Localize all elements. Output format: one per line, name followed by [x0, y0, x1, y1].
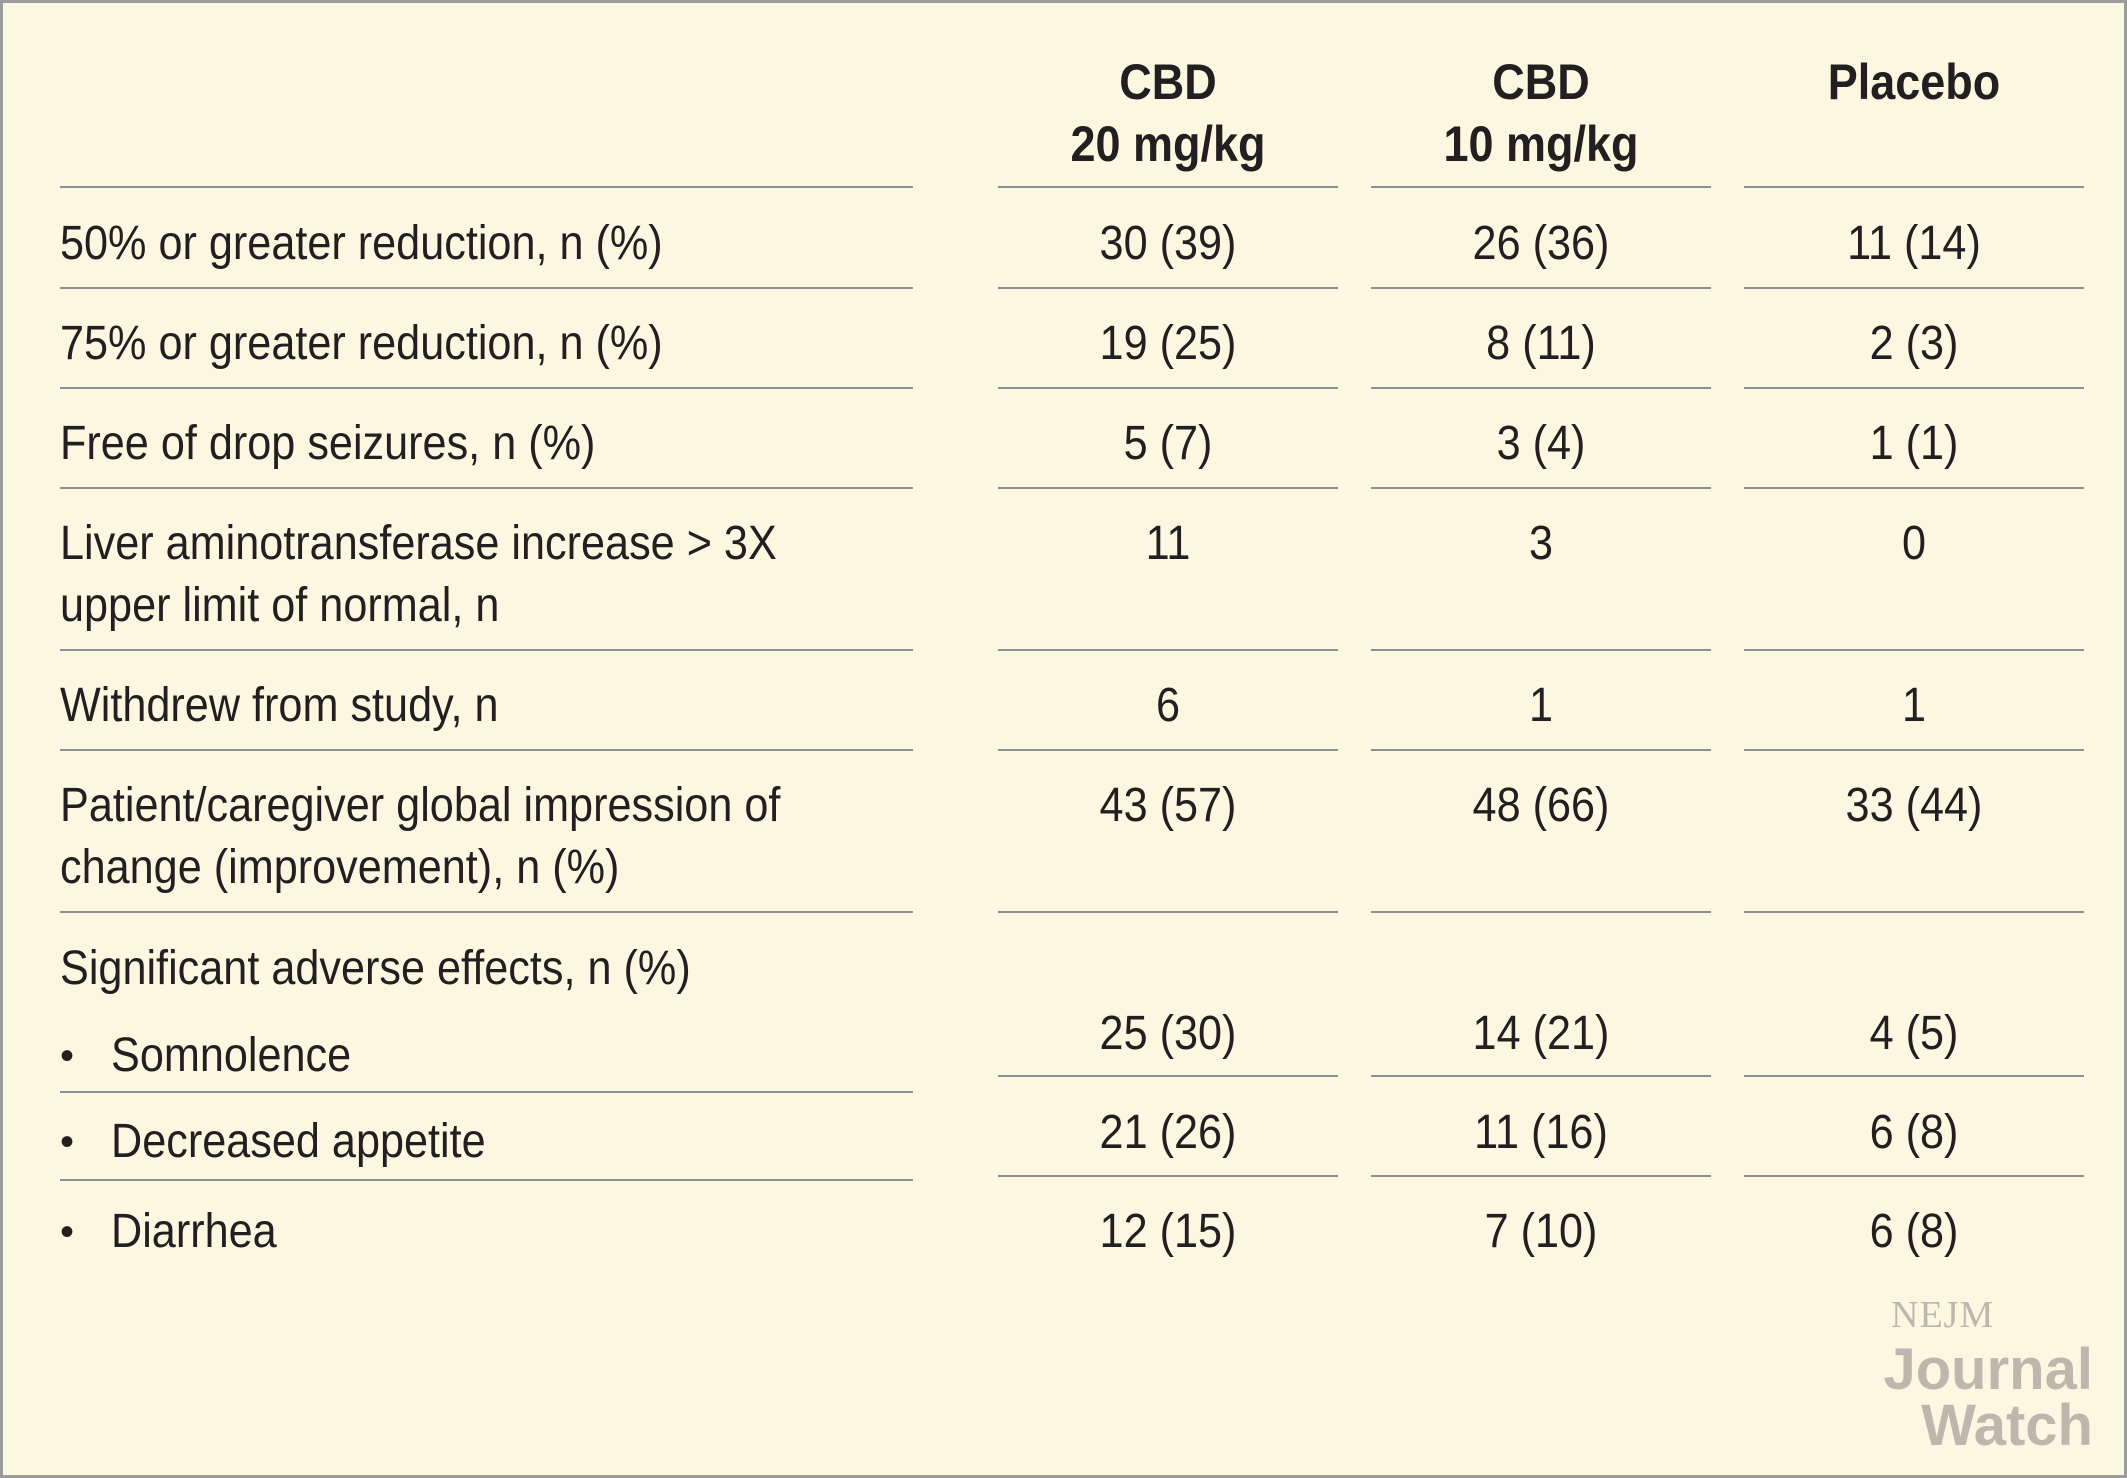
row-label-liver-aminotransferase-line2: upper limit of normal, n — [60, 579, 500, 632]
divider — [60, 287, 913, 289]
table-cell: 30 (39) — [1099, 217, 1237, 270]
divider — [60, 387, 913, 389]
table-cell: 1 (1) — [1869, 417, 1959, 470]
table-cell: 4 (5) — [1869, 1007, 1959, 1060]
bullet-icon: • — [60, 1210, 75, 1254]
table-cell: 5 (7) — [1123, 417, 1213, 470]
divider — [60, 1091, 913, 1093]
table-cell: 2 (3) — [1869, 317, 1959, 370]
divider — [1371, 1175, 1711, 1177]
table-cell: 11 (14) — [1847, 217, 1981, 270]
row-label-somnolence: Somnolence — [111, 1029, 352, 1082]
logo-journal-text: Journal — [1883, 1337, 2094, 1402]
table-cell: 6 (8) — [1869, 1106, 1959, 1159]
divider — [1371, 1075, 1711, 1077]
divider — [1744, 911, 2084, 913]
divider — [1371, 487, 1711, 489]
divider — [1744, 287, 2084, 289]
table-cell: 3 — [1528, 517, 1554, 570]
col-header-cbd-20-line1: CBD — [1119, 54, 1217, 110]
table-cell: 6 (8) — [1869, 1205, 1959, 1258]
row-label-decreased-appetite: Decreased appetite — [111, 1115, 486, 1168]
divider — [1371, 749, 1711, 751]
divider — [1744, 387, 2084, 389]
divider — [60, 186, 913, 188]
table-cell: 43 (57) — [1099, 779, 1237, 832]
table-cell: 1 — [1528, 679, 1554, 732]
col-header-placebo: Placebo — [1827, 54, 2001, 110]
table-cell: 11 — [1145, 517, 1191, 570]
divider — [60, 487, 913, 489]
table-cell: 12 (15) — [1099, 1205, 1237, 1258]
divider — [998, 387, 1338, 389]
divider — [60, 1179, 913, 1181]
divider — [1371, 911, 1711, 913]
row-label-free-of-drop-seizures: Free of drop seizures, n (%) — [60, 417, 596, 470]
divider — [998, 487, 1338, 489]
row-label-withdrew: Withdrew from study, n — [60, 679, 499, 732]
divider — [998, 749, 1338, 751]
nejm-logo: NEJM — [1891, 1294, 1995, 1336]
table-cell: 0 — [1901, 517, 1927, 570]
divider — [1744, 649, 2084, 651]
divider — [1371, 287, 1711, 289]
table-cell: 19 (25) — [1099, 317, 1237, 370]
row-label-global-impression-line2: change (improvement), n (%) — [60, 841, 620, 894]
table-cell: 6 — [1155, 679, 1181, 732]
table-cell: 14 (21) — [1472, 1007, 1610, 1060]
row-label-50pct-reduction: 50% or greater reduction, n (%) — [60, 217, 663, 270]
divider — [1371, 186, 1711, 188]
table-cell: 48 (66) — [1472, 779, 1610, 832]
divider — [998, 287, 1338, 289]
row-label-diarrhea: Diarrhea — [111, 1205, 277, 1258]
divider — [60, 749, 913, 751]
divider — [1371, 387, 1711, 389]
divider — [1744, 1175, 2084, 1177]
col-header-cbd-20-line2: 20 mg/kg — [1070, 116, 1266, 172]
divider — [998, 1175, 1338, 1177]
table-cell: 7 (10) — [1484, 1205, 1598, 1258]
table-cell: 11 (16) — [1474, 1106, 1608, 1159]
section-title-adverse-effects: Significant adverse effects, n (%) — [60, 942, 691, 995]
logo-watch-text: Watch — [1921, 1393, 2093, 1458]
bullet-icon: • — [60, 1120, 75, 1164]
row-label-global-impression-line1: Patient/caregiver global impression of — [60, 779, 781, 832]
bullet-icon: • — [60, 1034, 75, 1078]
divider — [60, 911, 913, 913]
divider — [1744, 186, 2084, 188]
row-label-liver-aminotransferase-line1: Liver aminotransferase increase > 3X — [60, 517, 777, 570]
table-cell: 8 (11) — [1486, 317, 1596, 370]
table-cell: 21 (26) — [1099, 1106, 1237, 1159]
divider — [1744, 749, 2084, 751]
divider — [998, 1075, 1338, 1077]
divider — [1371, 649, 1711, 651]
col-header-cbd-10-line1: CBD — [1492, 54, 1590, 110]
col-header-cbd-10-line2: 10 mg/kg — [1443, 116, 1639, 172]
table-cell: 26 (36) — [1472, 217, 1610, 270]
divider — [998, 186, 1338, 188]
divider — [1744, 487, 2084, 489]
table-cell: 25 (30) — [1099, 1007, 1237, 1060]
table-cell: 3 (4) — [1496, 417, 1586, 470]
row-label-75pct-reduction: 75% or greater reduction, n (%) — [60, 317, 663, 370]
divider — [998, 911, 1338, 913]
divider — [998, 649, 1338, 651]
divider — [1744, 1075, 2084, 1077]
table-cell: 1 — [1901, 679, 1927, 732]
table-cell: 33 (44) — [1845, 779, 1983, 832]
divider — [60, 649, 913, 651]
